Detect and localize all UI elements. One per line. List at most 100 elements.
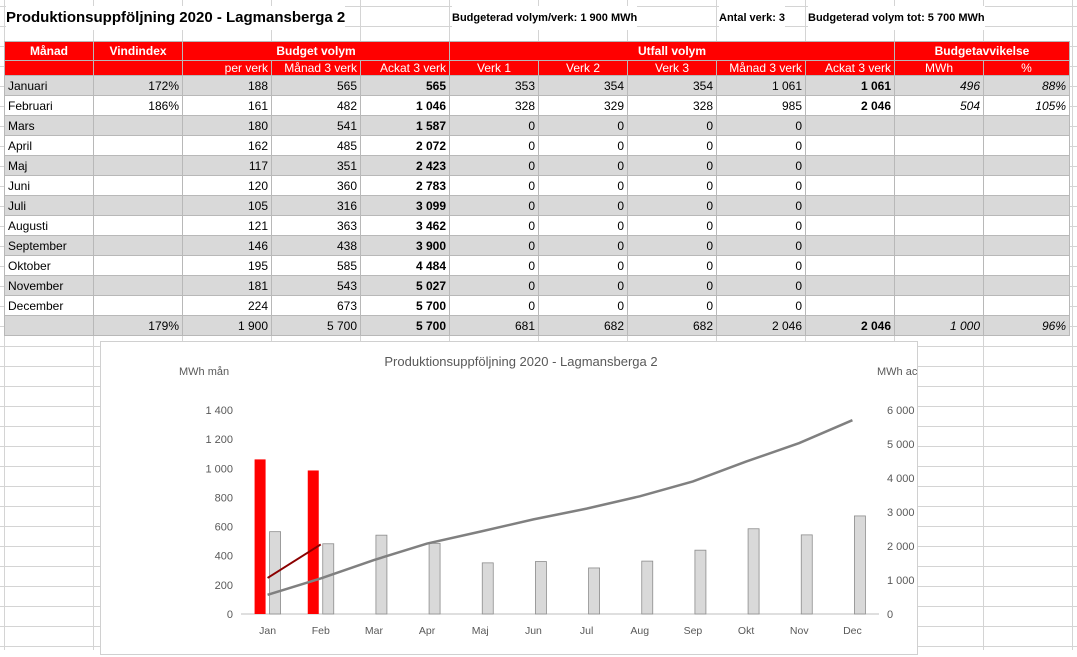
cell-verk-3[interactable]: 354	[627, 75, 717, 96]
cell-ackat-3-verk[interactable]: 2 423	[360, 155, 450, 176]
subheader-utfall-ackat-3-verk[interactable]: Ackat 3 verk	[805, 60, 895, 76]
cell-manad-3-verk[interactable]: 363	[271, 215, 361, 236]
cell-verk-1[interactable]: 0	[449, 255, 539, 276]
subheader-verk-2[interactable]: Verk 2	[538, 60, 628, 76]
cell-ackat-3-verk[interactable]: 5 027	[360, 275, 450, 296]
cell-verk-2[interactable]: 0	[538, 155, 628, 176]
cell-vindindex[interactable]	[93, 175, 183, 196]
cell-utfall-manad-3-verk[interactable]: 0	[716, 275, 806, 296]
cell-verk-3[interactable]: 682	[627, 315, 717, 336]
cell-month[interactable]: Augusti	[4, 215, 94, 236]
cell-avvikelse-mwh[interactable]	[894, 235, 984, 256]
header-budgetavvikelse[interactable]: Budgetavvikelse	[894, 41, 1070, 61]
cell-utfall-ackat-3-verk[interactable]	[805, 275, 895, 296]
subheader-manad-3-verk[interactable]: Månad 3 verk	[271, 60, 361, 76]
cell-month[interactable]: Mars	[4, 115, 94, 136]
cell-utfall-ackat-3-verk[interactable]	[805, 235, 895, 256]
cell-manad-3-verk[interactable]: 438	[271, 235, 361, 256]
cell-utfall-manad-3-verk[interactable]: 0	[716, 115, 806, 136]
cell-manad-3-verk[interactable]: 485	[271, 135, 361, 156]
cell-avvikelse-pct[interactable]	[983, 135, 1070, 156]
cell-verk-1[interactable]: 681	[449, 315, 539, 336]
cell-per-verk[interactable]: 162	[182, 135, 272, 156]
cell-per-verk[interactable]: 224	[182, 295, 272, 316]
cell-verk-3[interactable]: 328	[627, 95, 717, 116]
cell-verk-2[interactable]: 0	[538, 235, 628, 256]
cell-ackat-3-verk[interactable]: 5 700	[360, 295, 450, 316]
cell-avvikelse-mwh[interactable]	[894, 255, 984, 276]
subheader-pct[interactable]: %	[983, 60, 1070, 76]
cell-manad-3-verk[interactable]: 541	[271, 115, 361, 136]
cell-utfall-manad-3-verk[interactable]: 0	[716, 235, 806, 256]
cell-verk-3[interactable]: 0	[627, 175, 717, 196]
cell-verk-1[interactable]: 0	[449, 215, 539, 236]
cell-verk-2[interactable]: 682	[538, 315, 628, 336]
cell-vindindex[interactable]	[93, 275, 183, 296]
cell-avvikelse-pct[interactable]	[983, 295, 1070, 316]
cell-avvikelse-mwh[interactable]	[894, 215, 984, 236]
cell-ackat-3-verk[interactable]: 2 072	[360, 135, 450, 156]
cell-vindindex[interactable]	[93, 255, 183, 276]
cell-utfall-ackat-3-verk[interactable]	[805, 155, 895, 176]
cell-avvikelse-pct[interactable]	[983, 215, 1070, 236]
cell-avvikelse-mwh[interactable]	[894, 195, 984, 216]
cell-verk-2[interactable]: 0	[538, 175, 628, 196]
cell-vindindex[interactable]	[93, 135, 183, 156]
cell-verk-1[interactable]: 0	[449, 115, 539, 136]
cell-verk-3[interactable]: 0	[627, 215, 717, 236]
cell-utfall-ackat-3-verk[interactable]: 1 061	[805, 75, 895, 96]
cell-per-verk[interactable]: 121	[182, 215, 272, 236]
cell-utfall-ackat-3-verk[interactable]	[805, 195, 895, 216]
cell-verk-3[interactable]: 0	[627, 155, 717, 176]
cell-utfall-manad-3-verk[interactable]: 0	[716, 215, 806, 236]
cell-avvikelse-pct[interactable]	[983, 235, 1070, 256]
cell-ackat-3-verk[interactable]: 2 783	[360, 175, 450, 196]
cell-manad-3-verk[interactable]: 543	[271, 275, 361, 296]
sheet-title[interactable]: Produktionsuppföljning 2020 - Lagmansber…	[6, 6, 346, 30]
cell-utfall-ackat-3-verk[interactable]	[805, 295, 895, 316]
cell-vindindex[interactable]: 186%	[93, 95, 183, 116]
cell-verk-3[interactable]: 0	[627, 295, 717, 316]
cell-avvikelse-pct[interactable]: 88%	[983, 75, 1070, 96]
cell-vindindex[interactable]	[93, 195, 183, 216]
cell-avvikelse-pct[interactable]	[983, 155, 1070, 176]
cell-utfall-manad-3-verk[interactable]: 0	[716, 295, 806, 316]
header-vindindex[interactable]: Vindindex	[93, 41, 183, 61]
cell-utfall-ackat-3-verk[interactable]	[805, 135, 895, 156]
cell-verk-1[interactable]: 353	[449, 75, 539, 96]
cell-avvikelse-pct[interactable]: 105%	[983, 95, 1070, 116]
cell-ackat-3-verk[interactable]: 1 587	[360, 115, 450, 136]
cell-avvikelse-mwh[interactable]	[894, 175, 984, 196]
cell-verk-3[interactable]: 0	[627, 115, 717, 136]
subheader-verk-1[interactable]: Verk 1	[449, 60, 539, 76]
cell-utfall-ackat-3-verk[interactable]	[805, 175, 895, 196]
cell-utfall-manad-3-verk[interactable]: 0	[716, 255, 806, 276]
cell-ackat-3-verk[interactable]: 1 046	[360, 95, 450, 116]
cell-avvikelse-pct[interactable]	[983, 115, 1070, 136]
cell-verk-3[interactable]: 0	[627, 275, 717, 296]
subheader-verk-3[interactable]: Verk 3	[627, 60, 717, 76]
header-utfall-volym[interactable]: Utfall volym	[449, 41, 895, 61]
cell-utfall-manad-3-verk[interactable]: 0	[716, 155, 806, 176]
cell-vindindex[interactable]	[93, 155, 183, 176]
cell-month[interactable]: Januari	[4, 75, 94, 96]
budget-per-verk-label[interactable]: Budgeterad volym/verk: 1 900 MWh	[452, 6, 638, 30]
header-manad[interactable]: Månad	[4, 41, 94, 61]
cell-month[interactable]: December	[4, 295, 94, 316]
cell-ackat-3-verk[interactable]: 4 484	[360, 255, 450, 276]
cell-avvikelse-mwh[interactable]: 1 000	[894, 315, 984, 336]
header-budget-volym[interactable]: Budget volym	[182, 41, 450, 61]
cell-verk-1[interactable]: 0	[449, 155, 539, 176]
cell-month[interactable]: Juni	[4, 175, 94, 196]
cell-avvikelse-mwh[interactable]: 496	[894, 75, 984, 96]
cell-vindindex[interactable]: 179%	[93, 315, 183, 336]
cell-verk-1[interactable]: 328	[449, 95, 539, 116]
cell-manad-3-verk[interactable]: 565	[271, 75, 361, 96]
cell-per-verk[interactable]: 195	[182, 255, 272, 276]
cell-manad-3-verk[interactable]: 5 700	[271, 315, 361, 336]
cell-verk-1[interactable]: 0	[449, 295, 539, 316]
cell-verk-1[interactable]: 0	[449, 195, 539, 216]
cell-manad-3-verk[interactable]: 351	[271, 155, 361, 176]
cell-vindindex[interactable]	[93, 215, 183, 236]
cell-per-verk[interactable]: 180	[182, 115, 272, 136]
